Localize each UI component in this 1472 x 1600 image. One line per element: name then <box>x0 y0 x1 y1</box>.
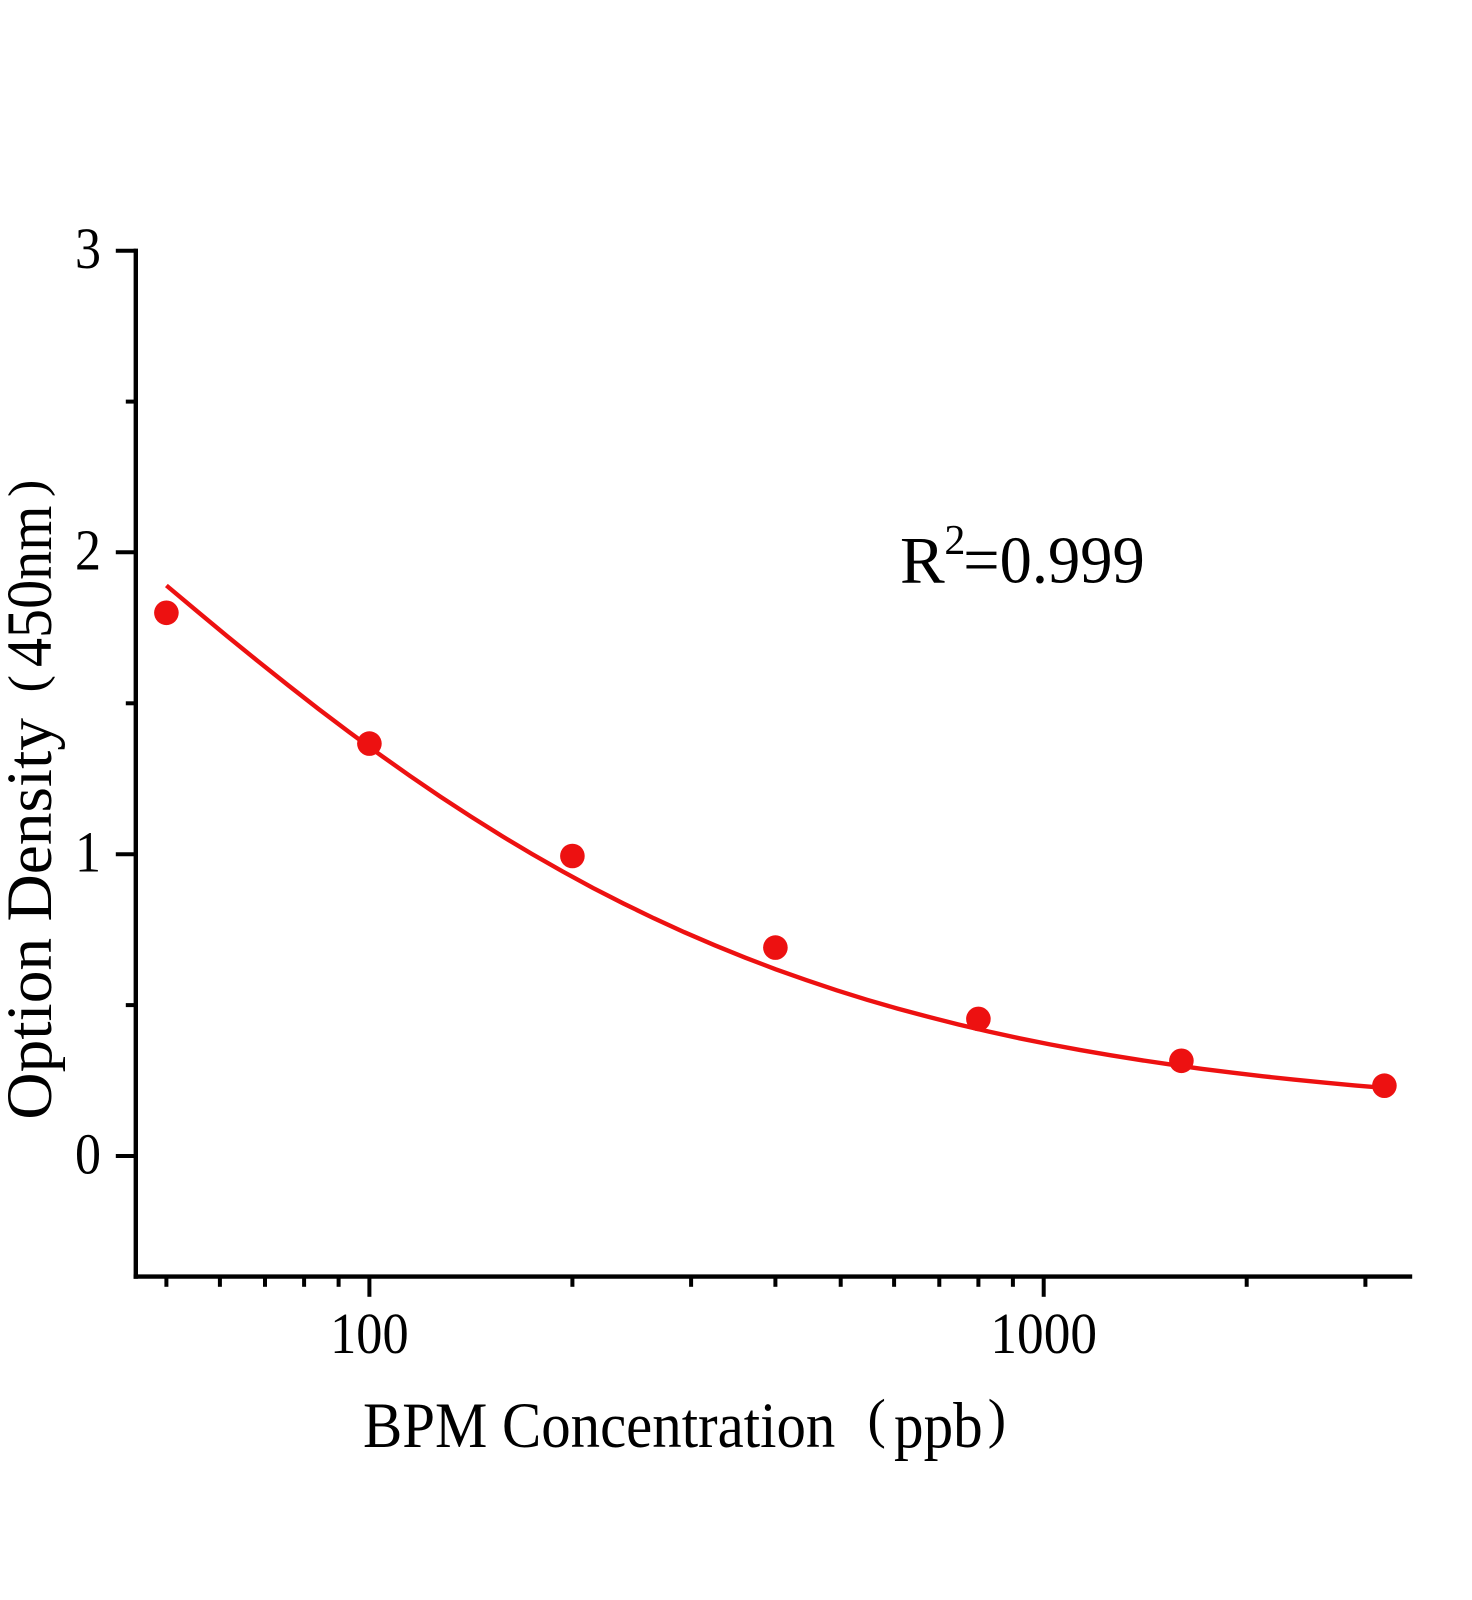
svg-text:(: ( <box>0 675 56 692</box>
svg-text:1: 1 <box>75 820 101 885</box>
svg-text:450nm: 450nm <box>0 506 66 667</box>
svg-text:3: 3 <box>75 216 101 281</box>
svg-text:0: 0 <box>75 1122 101 1187</box>
svg-text:1000: 1000 <box>990 1301 1097 1366</box>
svg-text:2: 2 <box>75 518 101 583</box>
svg-text:Option Density: Option Density <box>0 717 66 1119</box>
svg-text:2: 2 <box>944 518 965 564</box>
svg-text:=0.999: =0.999 <box>963 523 1144 597</box>
svg-text:(: ( <box>868 1388 886 1449</box>
svg-text:): ) <box>988 1388 1006 1449</box>
svg-text:BPM Concentration: BPM Concentration <box>363 1390 835 1462</box>
svg-text:ppb: ppb <box>894 1390 983 1462</box>
svg-text:100: 100 <box>330 1301 409 1366</box>
svg-text:): ) <box>0 480 56 497</box>
svg-text:R: R <box>900 523 945 597</box>
